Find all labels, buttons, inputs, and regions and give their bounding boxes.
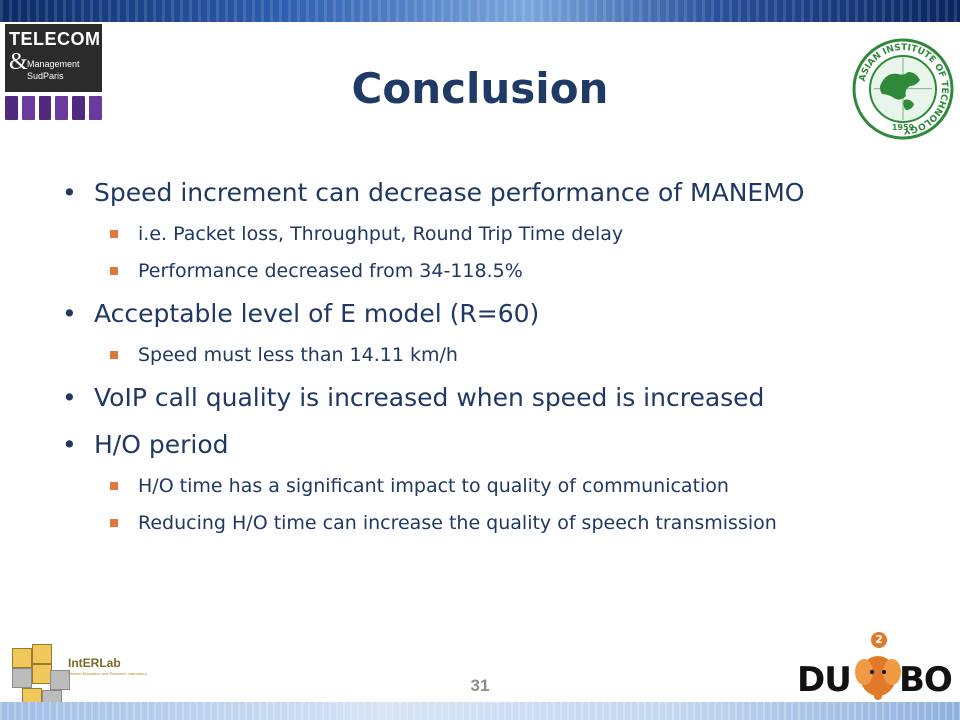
bullet-dot-icon: •: [62, 178, 77, 207]
telecom-logo-box: TELECOM & Management SudParis: [5, 24, 102, 92]
page-number: 31: [470, 676, 490, 695]
sub-bullet-item: Performance decreased from 34-118.5%: [60, 258, 920, 284]
telecom-logo-stripes: [5, 96, 102, 120]
dumbo-logo-right-text: BO: [899, 660, 953, 700]
logo-cube: [50, 670, 70, 690]
bullet-list: • Speed increment can decrease performan…: [60, 170, 920, 536]
sub-bullet-text: i.e. Packet loss, Throughput, Round Trip…: [138, 223, 624, 245]
dumbo-logo: DU 2 BO: [795, 628, 953, 704]
telecom-logo-management: Management: [27, 59, 80, 69]
sub-bullet-item: H/O time has a significant impact to qua…: [60, 473, 920, 499]
bullet-item: • H/O period: [60, 428, 920, 462]
ait-seal-logo: ASIAN INSTITUTE OF TECHNOLOGY 1959: [852, 38, 954, 140]
telecom-logo-ampersand: &: [9, 49, 28, 75]
bullet-item: • VoIP call quality is increased when sp…: [60, 381, 920, 415]
ait-seal-year: 1959: [892, 123, 915, 132]
square-bullet-icon: [110, 267, 118, 275]
bullet-text: Speed increment can decrease performance…: [94, 178, 805, 207]
bullet-text: VoIP call quality is increased when spee…: [94, 383, 765, 412]
bullet-item: • Speed increment can decrease performan…: [60, 176, 920, 210]
square-bullet-icon: [110, 351, 118, 359]
top-decorative-band: [0, 0, 960, 22]
bullet-item: • Acceptable level of E model (R=60): [60, 297, 920, 331]
sub-bullet-item: Speed must less than 14.11 km/h: [60, 342, 920, 368]
bullet-dot-icon: •: [62, 383, 77, 412]
bullet-dot-icon: •: [62, 430, 77, 459]
telecom-sudparis-logo: TELECOM & Management SudParis: [5, 24, 102, 120]
bottom-decorative-band: [0, 702, 960, 720]
square-bullet-icon: [110, 230, 118, 238]
sub-bullet-item: i.e. Packet loss, Throughput, Round Trip…: [60, 221, 920, 247]
logo-cube: [12, 648, 32, 668]
logo-cube: [12, 668, 32, 688]
sub-bullet-item: Reducing H/O time can increase the quali…: [60, 510, 920, 536]
dumbo-logo-left-text: DU: [797, 660, 852, 700]
slide-title: Conclusion: [351, 64, 609, 113]
bullet-text: H/O period: [94, 430, 229, 459]
sub-bullet-text: H/O time has a significant impact to qua…: [138, 475, 729, 497]
square-bullet-icon: [110, 482, 118, 490]
interlab-logo-name: IntERLab: [68, 656, 121, 670]
bullet-dot-icon: •: [62, 299, 77, 328]
telecom-logo-sudparis: SudParis: [27, 71, 64, 81]
sub-bullet-text: Reducing H/O time can increase the quali…: [138, 512, 777, 534]
bullet-text: Acceptable level of E model (R=60): [94, 299, 540, 328]
sub-bullet-text: Performance decreased from 34-118.5%: [138, 260, 523, 282]
sub-bullet-text: Speed must less than 14.11 km/h: [138, 344, 458, 366]
ait-seal-globe-icon: [874, 58, 932, 120]
dumbo-logo-badge: 2: [871, 632, 887, 648]
square-bullet-icon: [110, 519, 118, 527]
telecom-logo-word: TELECOM: [9, 29, 101, 49]
interlab-logo-tagline: Internet Education and Research Laborato…: [68, 671, 147, 676]
elephant-icon: [855, 656, 901, 700]
logo-cube: [32, 644, 52, 664]
